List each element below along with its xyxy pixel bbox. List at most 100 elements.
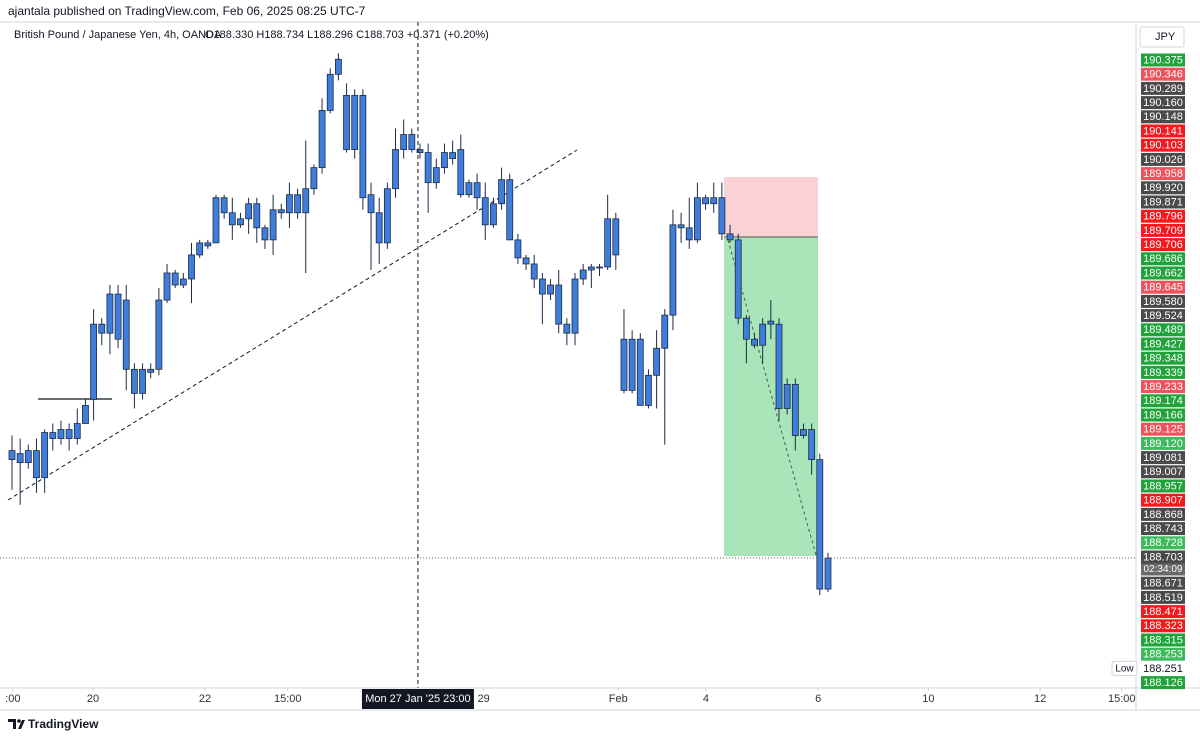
candle-body [408,134,416,150]
candle-body [16,453,24,464]
price-tag-label: 188.471 [1143,606,1183,618]
candle-body [636,338,644,406]
candle-body [571,278,579,334]
price-tag-label: 189.339 [1143,367,1183,379]
price-tag [1141,422,1185,436]
candle-body [726,233,734,241]
currency-box[interactable] [1139,26,1185,48]
candle-body [530,263,538,280]
candle-body [555,284,563,325]
low-tag-box [1111,660,1138,676]
price-tag-label: 189.081 [1143,452,1183,464]
candle-body [751,338,758,346]
logo-mark [8,719,16,729]
x-tick-label: 29 [478,693,490,705]
candle-body [694,197,701,241]
candle-body [383,188,391,244]
candle-body [522,257,530,265]
price-tag-label: 189.007 [1143,466,1183,478]
price-tag [1141,536,1185,550]
price-tag [1141,576,1185,590]
price-tag [1141,294,1185,308]
candle-body [685,227,693,241]
candle-body [359,94,367,199]
price-tag [1141,110,1185,124]
candle-body [767,320,775,325]
candle-body [8,450,16,461]
candle-body [98,323,106,334]
candle-body [139,368,146,394]
candle-body [41,432,49,479]
candle-body [498,179,505,205]
crosshair-label-box [361,689,474,709]
currency: JPY [1155,31,1176,43]
x-tick-label: Feb [609,693,628,705]
price-tag-label: 189.120 [1143,438,1183,450]
candle-body [245,203,253,220]
candle-body [481,197,489,226]
time-axis: :00 20 22 15:00 29 Feb 4 6 10 12 15:00 Mon 27 Jan '… [5,688,1135,709]
price-tag-label: 189.125 [1143,424,1183,436]
price-tag-label: 189.709 [1143,225,1183,237]
price-tag-label: 189.427 [1143,338,1183,350]
path-line [727,239,817,556]
candle-body [82,405,89,424]
price-tag-label: 190.026 [1143,154,1183,166]
price-tag [1141,676,1185,690]
price-tag-label: 189.580 [1143,296,1183,308]
candle-body [122,299,130,370]
x-tick-label: 20 [87,693,99,705]
x-tick-label: 12 [1034,693,1046,705]
candle-body [759,323,767,346]
price-tag [1141,53,1185,67]
price-tag [1141,550,1185,564]
candle-body [400,134,408,150]
price-tag-label: 188.323 [1143,620,1183,632]
price-tag [1141,493,1185,507]
candle-body [604,218,612,268]
candle-body [277,209,285,214]
price-tag-label: 188.868 [1143,509,1183,521]
price-tag-label: 188.671 [1143,578,1183,590]
brand: TradingView [28,717,99,731]
price-tag-label: 188.126 [1143,677,1183,689]
price-tag [1141,181,1185,195]
price-tag-label: 188.907 [1143,495,1183,507]
candle-body [49,432,57,439]
byline: ajantala published on TradingView.com, F… [8,4,366,18]
x-tick-label: 6 [815,693,821,705]
price-tag [1141,590,1185,604]
candle-body [710,197,718,205]
price-tag [1141,605,1185,619]
price-tag-label: 189.958 [1143,168,1183,180]
price-tag [1141,238,1185,252]
candle-body [114,293,122,340]
candle-body [318,110,326,169]
candle-body [147,368,155,373]
price-tag [1141,633,1185,647]
candle-body [228,212,236,226]
price-tag-label: 189.871 [1143,196,1183,208]
candle-body [24,450,32,464]
price-tag-label: 190.289 [1143,83,1183,95]
price-tag [1141,619,1185,633]
candle-body [343,94,350,150]
candle-body [310,167,318,190]
countdown-box [1141,563,1185,576]
candle-body [73,423,81,439]
candle-body [424,152,432,184]
candle-body [800,429,807,436]
candle-body [596,266,603,269]
candle-body [449,152,457,159]
candle-body [783,383,791,409]
ohlc-summary: O188.330 H188.734 L188.296 C188.703 +0.3… [205,29,489,41]
candle-body [457,149,465,196]
candle-body [302,188,310,214]
candle-body [416,149,424,153]
countdown: 02:34:09 [1144,564,1183,575]
price-tag [1141,223,1185,237]
candle-body [775,323,783,409]
price-tag [1141,647,1185,661]
candle-body [261,227,269,241]
price-tag [1141,380,1185,394]
